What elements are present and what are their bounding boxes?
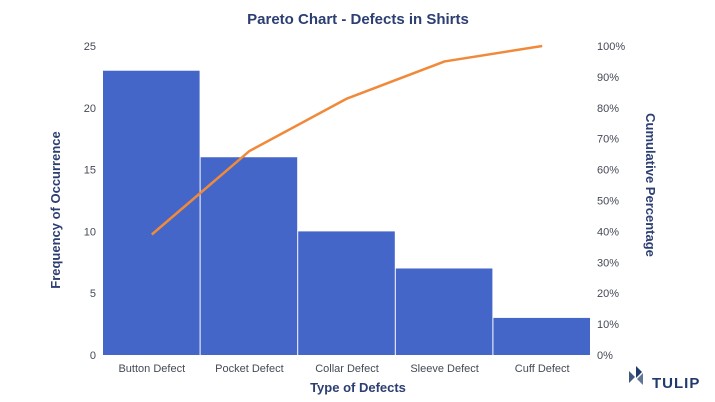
y2-tick-label-3: 30% xyxy=(597,257,619,269)
bar-1 xyxy=(200,157,298,355)
y-axis-title: Frequency of Occurrence xyxy=(48,131,63,289)
y2-tick-label-5: 50% xyxy=(597,196,619,208)
x-tick-label-2: Collar Defect xyxy=(315,363,379,375)
x-tick-label-3: Sleeve Defect xyxy=(410,363,478,375)
y2-tick-label-2: 20% xyxy=(597,288,619,300)
y-tick-label-2: 10 xyxy=(84,226,96,238)
tulip-logo-icon xyxy=(629,366,643,385)
x-tick-label-0: Button Defect xyxy=(118,363,185,375)
bar-0 xyxy=(103,70,200,355)
x-axis-ticks: Button Defect Pocket Defect Collar Defect S… xyxy=(118,363,569,375)
bar-4 xyxy=(493,317,590,355)
left-axis-ticks: 0 5 10 15 20 25 xyxy=(84,41,96,362)
bar-group xyxy=(103,70,590,355)
y2-tick-label-9: 90% xyxy=(597,72,619,84)
cumulative-line xyxy=(150,44,543,236)
y-tick-label-3: 15 xyxy=(84,165,96,177)
x-tick-label-4: Cuff Defect xyxy=(515,363,570,375)
x-axis-title: Type of Defects xyxy=(310,380,406,395)
y2-tick-label-1: 10% xyxy=(597,319,619,331)
y-tick-label-4: 20 xyxy=(84,103,96,115)
y-tick-label-5: 25 xyxy=(84,41,96,53)
x-tick-label-1: Pocket Defect xyxy=(215,363,283,375)
y2-tick-label-0: 0% xyxy=(597,350,613,362)
y-tick-label-0: 0 xyxy=(90,350,96,362)
tulip-logo: TULIP xyxy=(629,366,700,392)
y2-tick-label-10: 100% xyxy=(597,41,625,53)
bar-3 xyxy=(395,268,493,355)
y-tick-label-1: 5 xyxy=(90,288,96,300)
bar-2 xyxy=(298,231,395,355)
y2-tick-label-4: 40% xyxy=(597,226,619,238)
y2-tick-label-8: 80% xyxy=(597,103,619,115)
right-axis-ticks: 0% 10% 20% 30% 40% 50% 60% 70% 80% 90% 100% xyxy=(597,41,625,362)
y2-tick-label-7: 70% xyxy=(597,134,619,146)
chart-title: Pareto Chart - Defects in Shirts xyxy=(247,11,469,28)
tulip-logo-text: TULIP xyxy=(652,375,700,392)
y2-axis-title: Cumulative Percentage xyxy=(643,113,658,257)
y2-tick-label-6: 60% xyxy=(597,165,619,177)
